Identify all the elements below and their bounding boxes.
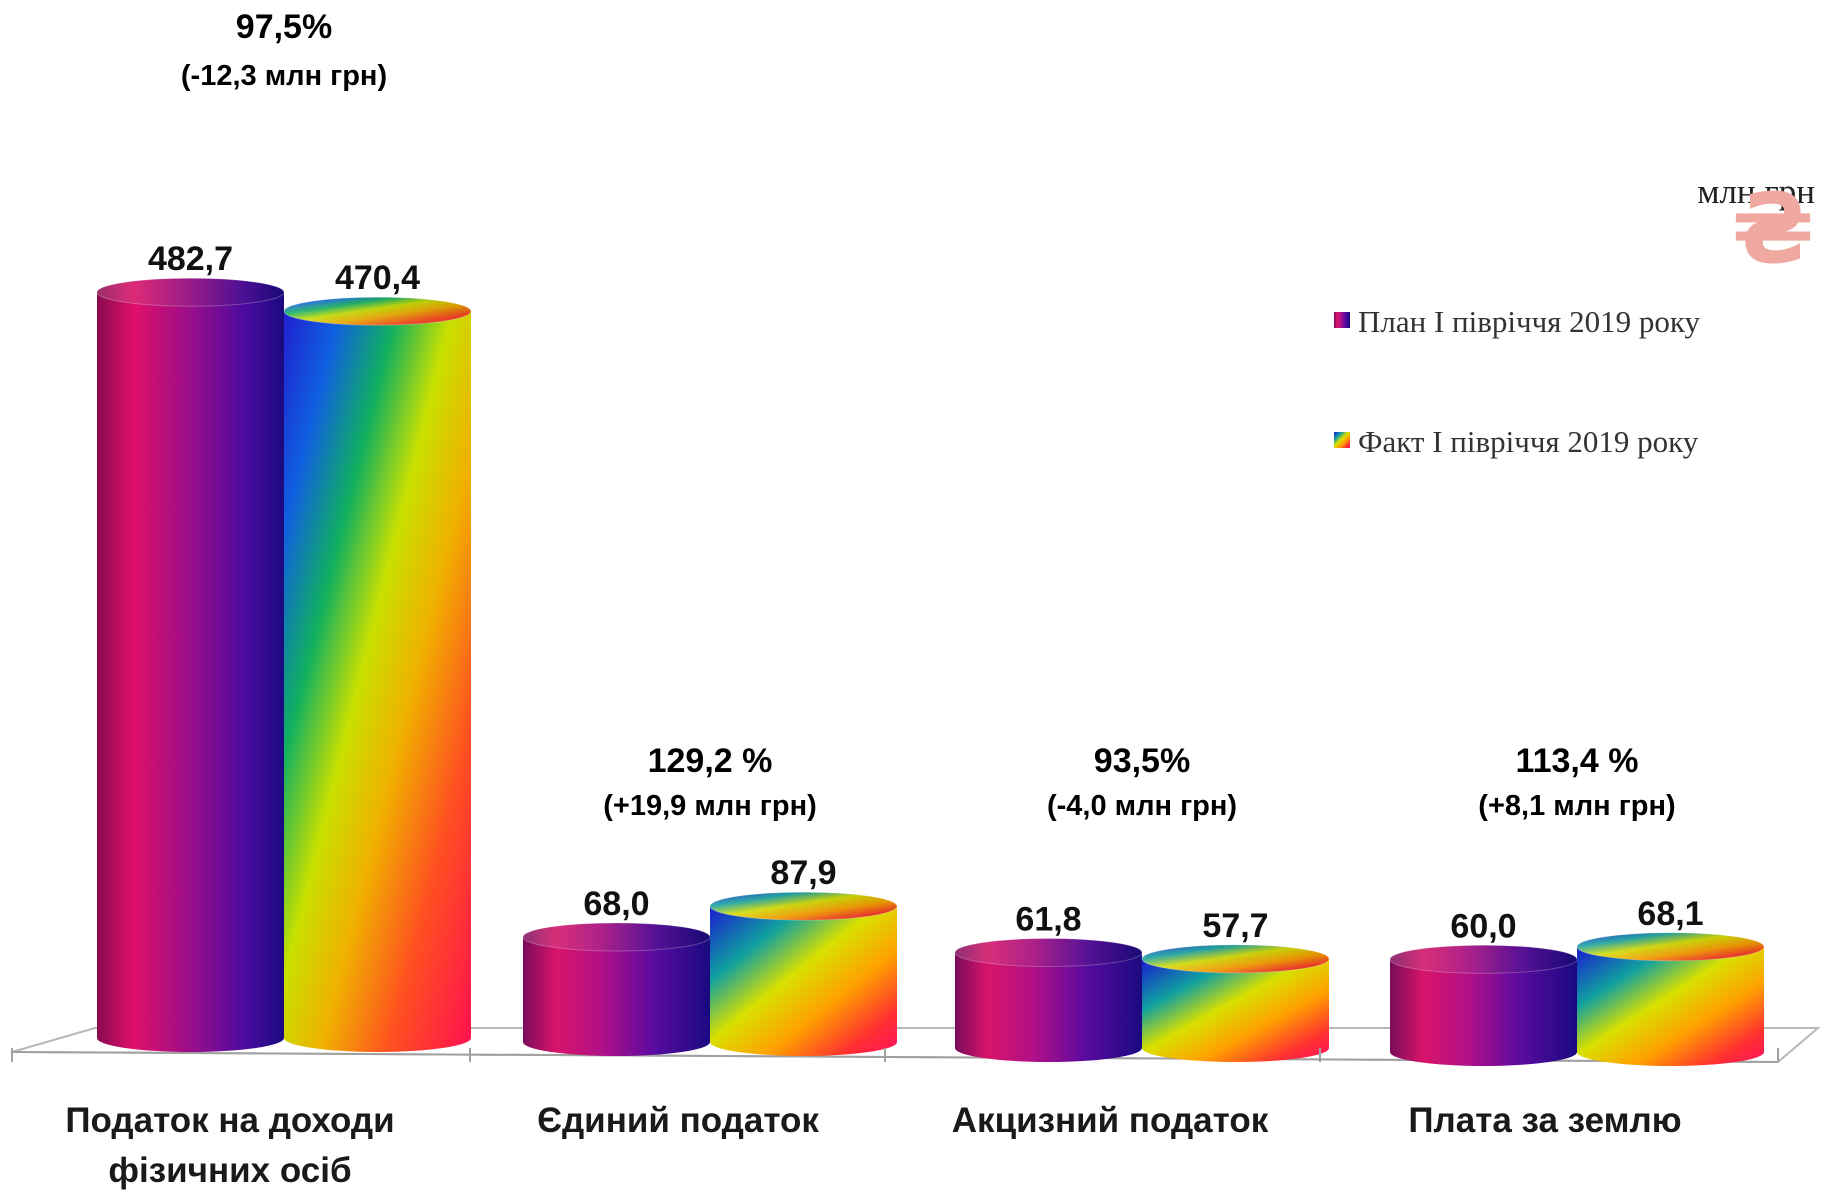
bar-top-shade <box>1142 944 1329 973</box>
category-label-3-line-0: Плата за землю <box>1408 1101 1681 1140</box>
category-label-1-line-0: Єдиний податок <box>537 1101 819 1140</box>
legend: План I півріччя 2019 року Факт I піврічч… <box>1334 304 1701 459</box>
bar-top-shade <box>523 922 710 951</box>
value-label-fact-2: 57,7 <box>1202 907 1268 945</box>
bar-fact-3 <box>1576 932 1765 1066</box>
category-label-0-line-1: фізичних осіб <box>108 1151 351 1190</box>
hryvnia-sign-icon: ₴ <box>1732 173 1815 285</box>
bar-fact-1 <box>709 891 898 1056</box>
difference-label-1: (+19,9 млн грн) <box>603 790 817 822</box>
percent-label-0: 97,5% <box>236 8 332 46</box>
bar-body <box>710 906 897 1056</box>
bar-top-shade <box>97 278 284 307</box>
legend-label-fact: Факт I півріччя 2019 року <box>1358 424 1699 459</box>
bar-top-shade <box>710 892 897 921</box>
bar-fact-2 <box>1141 944 1330 1062</box>
bar-body <box>1142 958 1329 1062</box>
bars-layer <box>11 277 1779 1066</box>
bar-fact-0 <box>283 296 472 1052</box>
percent-label-3: 113,4 % <box>1516 742 1639 780</box>
value-label-plan-3: 60,0 <box>1450 907 1516 945</box>
bar-plan-2 <box>954 938 1143 1062</box>
legend-swatch-fact <box>1334 432 1350 448</box>
difference-label-0: (-12,3 млн грн) <box>181 60 387 92</box>
value-label-plan-0: 482,7 <box>148 240 233 278</box>
percent-label-2: 93,5% <box>1094 742 1190 780</box>
value-label-plan-2: 61,8 <box>1015 901 1081 939</box>
value-label-fact-3: 68,1 <box>1637 895 1703 933</box>
bar-body <box>284 311 471 1052</box>
labels-layer: 482,7 470,4 97,5% (-12,3 млн грн) Податок на… <box>65 8 1703 1190</box>
legend-label-plan: План I півріччя 2019 року <box>1358 304 1701 339</box>
difference-label-3: (+8,1 млн грн) <box>1478 790 1675 822</box>
legend-swatch-plan <box>1334 312 1350 328</box>
bar-plan-3 <box>1389 944 1578 1066</box>
difference-label-2: (-4,0 млн грн) <box>1047 790 1237 822</box>
bar-body <box>1390 959 1577 1066</box>
category-label-2-line-0: Акцизний податок <box>952 1101 1269 1140</box>
value-label-fact-0: 470,4 <box>335 259 420 297</box>
value-label-plan-1: 68,0 <box>583 885 649 923</box>
bar-body <box>1577 946 1764 1066</box>
bar-body <box>523 936 710 1056</box>
bar-plan-0 <box>96 277 285 1052</box>
bar-top-shade <box>1577 932 1764 961</box>
bar-top-shade <box>1390 945 1577 974</box>
bar-plan-1 <box>522 922 711 1056</box>
percent-label-1: 129,2 % <box>648 742 773 780</box>
bar-body <box>97 292 284 1052</box>
bar-body <box>955 952 1142 1062</box>
value-label-fact-1: 87,9 <box>770 854 836 892</box>
bar-top-shade <box>284 297 471 326</box>
bar-top-shade <box>955 938 1142 967</box>
unit-label: млн грн <box>1697 172 1815 211</box>
category-label-0-line-0: Податок на доходи <box>65 1101 394 1140</box>
